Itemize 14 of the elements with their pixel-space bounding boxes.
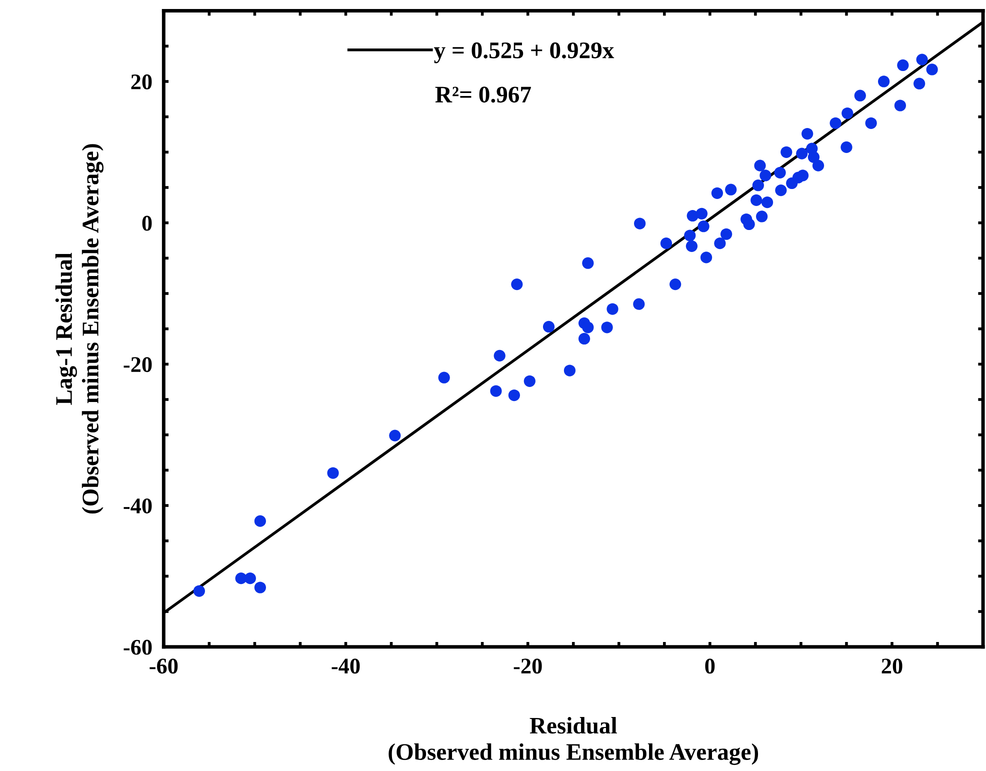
y-tick-label: -40: [124, 498, 152, 514]
x-tick-label: -60: [150, 658, 178, 674]
legend-label: y = 0.525 + 0.929x: [434, 42, 614, 64]
y-tick-label: 20: [131, 74, 152, 90]
annotation: R²= 0.967: [435, 86, 531, 103]
y-tick-label: -60: [124, 640, 152, 655]
y-axis-title: Lag-1 Residual (Observed minus Ensemble Average): [55, 144, 104, 514]
x-axis-title: Residual (Observed minus Ensemble Average): [388, 717, 758, 765]
y-tick-label: 0: [142, 216, 152, 231]
x-tick-label: -40: [332, 658, 360, 674]
x-tick-label: 0: [705, 658, 715, 674]
x-tick-label: 20: [882, 658, 902, 674]
x-tick-label: -20: [514, 658, 542, 674]
y-tick-label: -20: [124, 357, 152, 372]
